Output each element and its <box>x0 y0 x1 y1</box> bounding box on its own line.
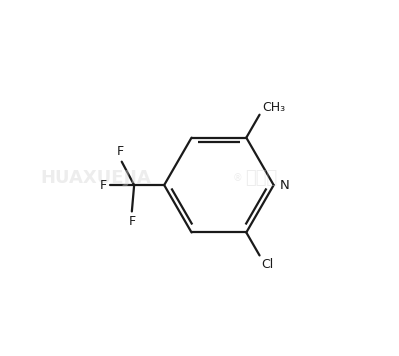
Text: CH₃: CH₃ <box>263 101 286 114</box>
Text: ®: ® <box>233 173 243 183</box>
Text: Cl: Cl <box>262 257 274 271</box>
Text: 化学加: 化学加 <box>245 169 278 187</box>
Text: F: F <box>100 179 107 192</box>
Text: F: F <box>117 145 124 158</box>
Text: HUAXUEJIA: HUAXUEJIA <box>41 169 151 187</box>
Text: N: N <box>280 179 290 192</box>
Text: F: F <box>128 215 135 228</box>
